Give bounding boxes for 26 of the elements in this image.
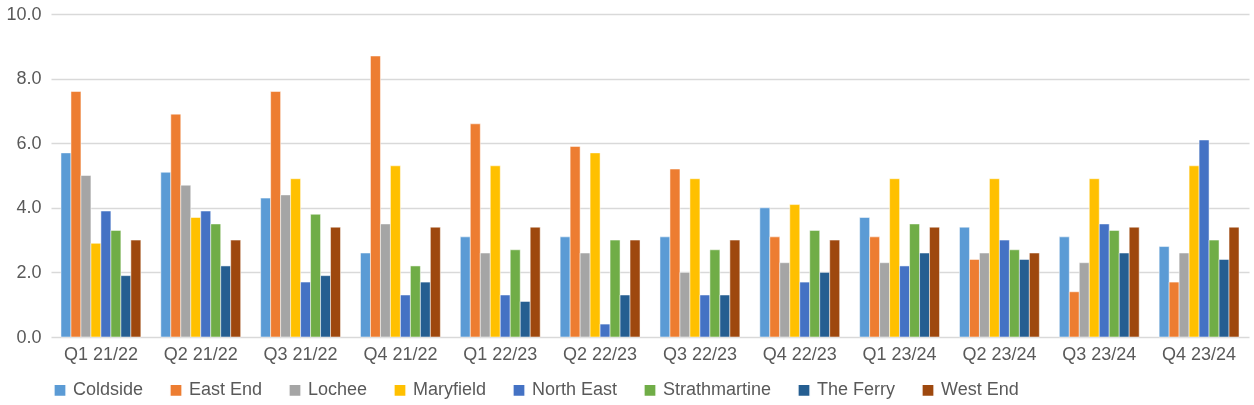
y-tick-label: 4.0	[16, 197, 42, 218]
x-tick-label: Q2 21/22	[163, 343, 238, 364]
x-tick-label: Q4 21/22	[363, 343, 438, 364]
x-tick-label: Q2 22/23	[563, 343, 638, 364]
y-tick-label: 10.0	[6, 3, 42, 24]
x-tick-label: Q3 22/23	[662, 343, 737, 364]
legend-label: The Ferry	[817, 379, 896, 400]
legend-label: Lochee	[308, 379, 368, 400]
legend-label: Strathmartine	[663, 379, 772, 400]
legend-label: Coldside	[73, 379, 144, 400]
x-tick-label: Q1 23/24	[862, 343, 937, 364]
legend-label: North East	[532, 379, 618, 400]
legend-label: Maryfield	[413, 379, 487, 400]
y-tick-label: 6.0	[16, 132, 42, 153]
y-tick-label: 8.0	[16, 68, 42, 89]
x-tick-label: Q1 21/22	[63, 343, 138, 364]
x-tick-label: Q3 21/22	[263, 343, 338, 364]
x-tick-label: Q2 23/24	[962, 343, 1037, 364]
y-tick-label: 0.0	[16, 326, 42, 347]
legend-label: West End	[941, 379, 1019, 400]
y-tick-label: 2.0	[16, 261, 42, 282]
x-tick-label: Q4 22/23	[762, 343, 837, 364]
x-tick-label: Q1 22/23	[463, 343, 538, 364]
x-tick-label: Q3 23/24	[1062, 343, 1137, 364]
x-tick-label: Q4 23/24	[1162, 343, 1237, 364]
legend-label: East End	[189, 379, 263, 400]
